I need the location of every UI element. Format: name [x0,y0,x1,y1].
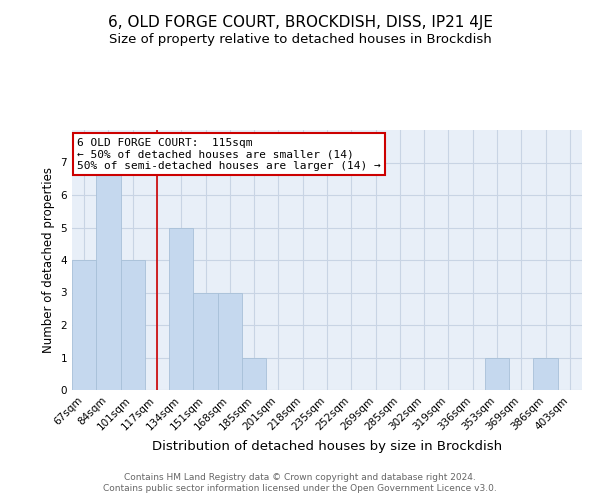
Bar [485,358,509,390]
Bar [218,292,242,390]
Bar [533,358,558,390]
Bar [72,260,96,390]
X-axis label: Distribution of detached houses by size in Brockdish: Distribution of detached houses by size … [152,440,502,453]
Bar [96,162,121,390]
Text: 6 OLD FORGE COURT:  115sqm
← 50% of detached houses are smaller (14)
50% of semi: 6 OLD FORGE COURT: 115sqm ← 50% of detac… [77,138,381,171]
Text: 6, OLD FORGE COURT, BROCKDISH, DISS, IP21 4JE: 6, OLD FORGE COURT, BROCKDISH, DISS, IP2… [107,15,493,30]
Text: Size of property relative to detached houses in Brockdish: Size of property relative to detached ho… [109,32,491,46]
Bar [121,260,145,390]
Bar [169,228,193,390]
Y-axis label: Number of detached properties: Number of detached properties [42,167,55,353]
Bar [193,292,218,390]
Text: Contains HM Land Registry data © Crown copyright and database right 2024.: Contains HM Land Registry data © Crown c… [124,472,476,482]
Bar [242,358,266,390]
Text: Contains public sector information licensed under the Open Government Licence v3: Contains public sector information licen… [103,484,497,493]
